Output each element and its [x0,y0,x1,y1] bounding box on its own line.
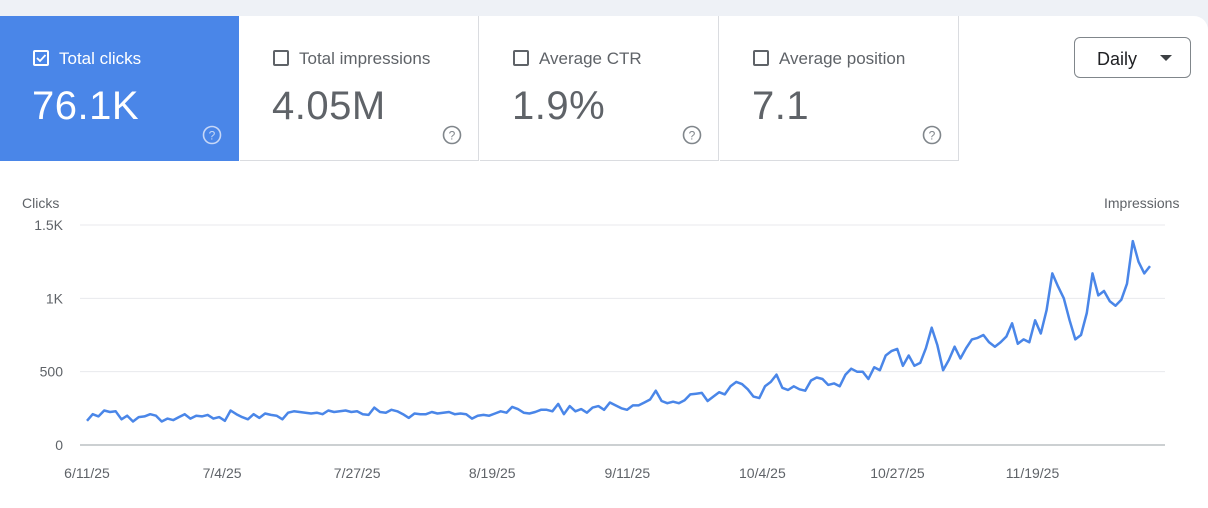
svg-text:?: ? [449,128,456,142]
metric-label: Average CTR [539,49,642,68]
y-tick-label: 500 [40,364,64,380]
svg-text:?: ? [929,128,936,142]
right-axis-title: Impressions [1104,195,1180,211]
y-tick-label: 0 [55,437,63,453]
left-axis-title: Clicks [22,195,60,211]
metric-value: 76.1K [32,84,140,128]
performance-card: Total clicks 76.1K ? Total impressions 4… [0,16,1208,508]
y-tick-label: 1K [46,290,64,306]
metric-average-ctr[interactable]: Average CTR 1.9% ? [480,16,719,161]
metric-label: Average position [779,49,906,68]
period-dropdown[interactable]: Daily [1074,37,1191,78]
metric-label: Total impressions [299,49,431,68]
x-tick-label: 9/11/25 [604,465,650,481]
metric-value: 7.1 [752,84,810,128]
y-tick-label: 1.5K [34,217,63,233]
help-circle-icon[interactable]: ? [922,125,942,145]
x-tick-label: 10/27/25 [870,465,925,481]
x-tick-label: 8/19/25 [469,465,516,481]
x-tick-label: 11/19/25 [1006,465,1060,481]
help-circle-icon[interactable]: ? [202,125,222,145]
checkbox-icon[interactable] [753,50,769,66]
x-tick-label: 10/4/25 [739,465,786,481]
period-dropdown-value: Daily [1097,49,1138,69]
metric-value: 1.9% [512,84,606,128]
svg-text:?: ? [689,128,696,142]
x-tick-label: 7/4/25 [203,465,242,481]
checkbox-icon[interactable] [33,50,49,66]
caret-down-icon [1160,55,1172,61]
metric-value: 4.05M [272,84,386,128]
metric-total-clicks[interactable]: Total clicks 76.1K ? [0,16,239,161]
metric-label: Total clicks [59,49,142,68]
clicks-series-line[interactable] [86,239,1151,423]
help-circle-icon[interactable]: ? [682,125,702,145]
svg-text:?: ? [209,128,216,142]
checkbox-icon[interactable] [513,50,529,66]
metric-total-impressions[interactable]: Total impressions 4.05M ? [240,16,479,161]
help-circle-icon[interactable]: ? [442,125,462,145]
metric-average-position[interactable]: Average position 7.1 ? [720,16,959,161]
checkbox-icon[interactable] [273,50,289,66]
x-tick-label: 6/11/25 [64,465,110,481]
x-tick-label: 7/27/25 [334,465,381,481]
